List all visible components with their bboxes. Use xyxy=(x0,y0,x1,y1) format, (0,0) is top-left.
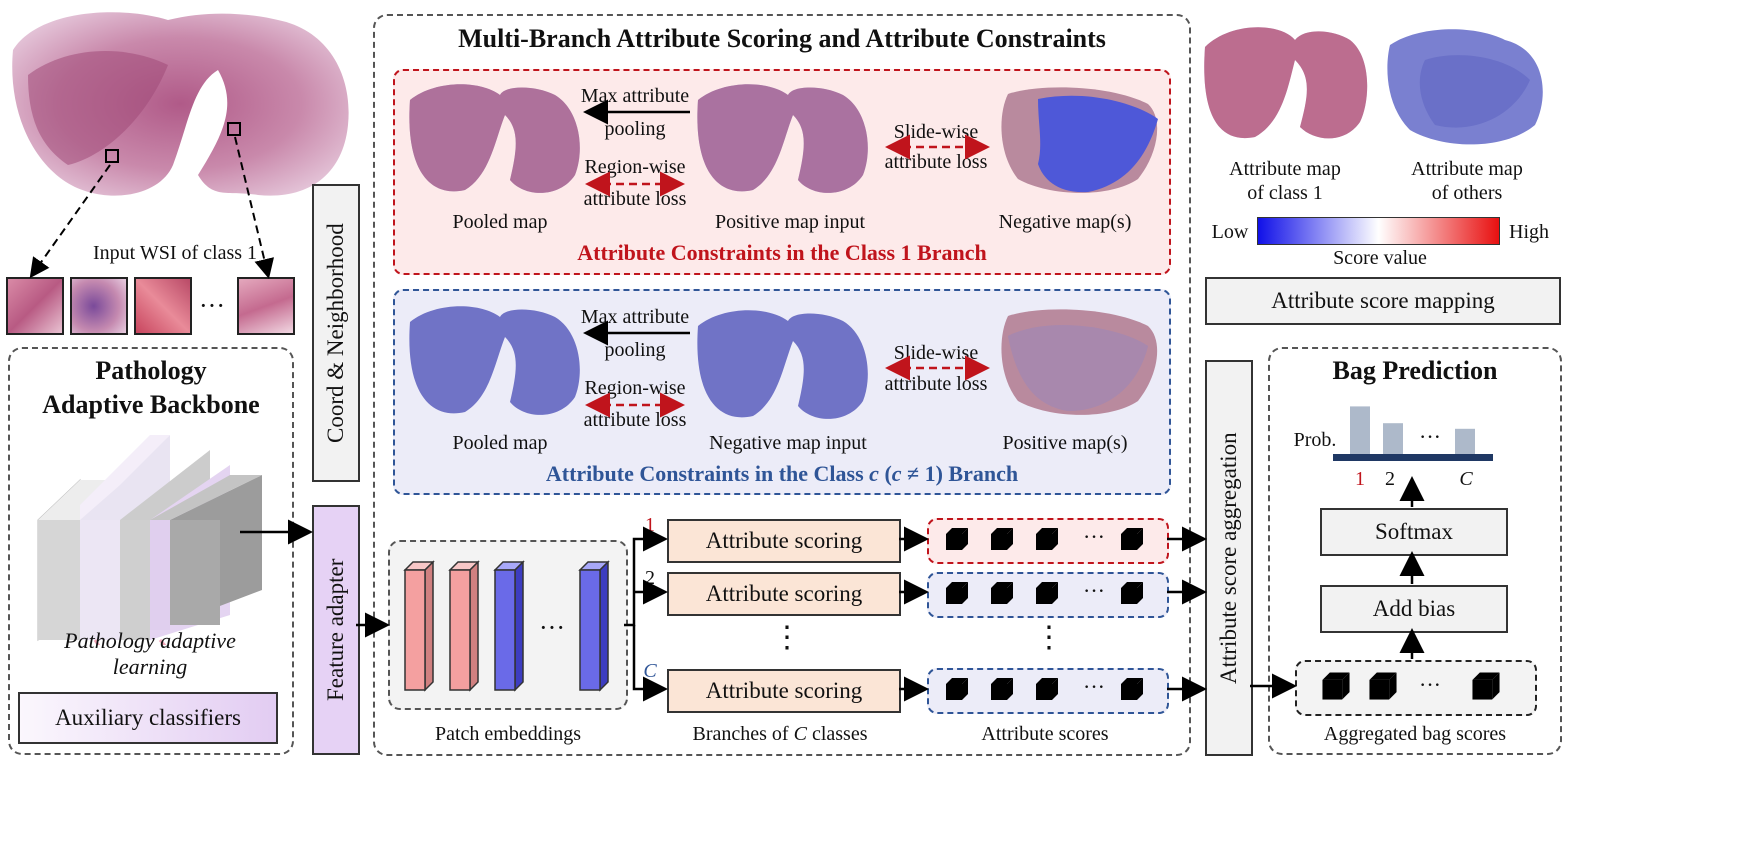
c1-pooled-label: Pooled map xyxy=(452,211,548,233)
attribute-scoring-box-c: Attribute scoring xyxy=(667,669,901,713)
branches-caption-b: classes xyxy=(806,723,868,745)
c1-max-pool-1: Max attribute xyxy=(580,85,690,107)
cc-input-label: Negative map input xyxy=(709,432,867,454)
attribute-scoring-box-2: Attribute scoring xyxy=(667,572,901,616)
softmax-box: Softmax xyxy=(1320,508,1508,556)
attribute-map-others-image xyxy=(1385,25,1550,150)
cc-slide-1: Slide-wise xyxy=(893,342,979,364)
wsi-image xyxy=(8,5,353,205)
patch-thumb xyxy=(70,277,128,335)
backbone-panel xyxy=(8,347,294,755)
attribute-scores-label: Attribute scores xyxy=(981,723,1109,745)
c1-input-label: Positive map input xyxy=(715,211,865,233)
backbone-blocks xyxy=(30,425,270,645)
negative-map-input-image xyxy=(693,306,873,426)
score-row-2 xyxy=(927,572,1169,618)
score-row-2-ellipsis: ··· xyxy=(1083,578,1105,603)
map2-label-1: Attribute map xyxy=(1411,158,1523,180)
attribute-score-mapping-box: Attribute score mapping xyxy=(1205,277,1561,325)
patch-embeddings-panel xyxy=(388,540,628,710)
positive-map-input-image xyxy=(693,80,873,200)
bag-prediction-title: Bag Prediction xyxy=(1332,356,1498,385)
map2-label-2: of others xyxy=(1431,182,1503,204)
pooled-map-red xyxy=(405,80,585,200)
cc-other-label: Positive map(s) xyxy=(1002,432,1128,454)
prob-tick-c: C xyxy=(1459,468,1473,490)
patch-thumb xyxy=(237,277,295,335)
cc-slide-2: attribute loss xyxy=(884,373,988,395)
add-bias-box: Add bias xyxy=(1320,585,1508,633)
colorbar-high: High xyxy=(1509,221,1549,243)
c1-max-pool-2: pooling xyxy=(604,118,666,140)
c1-region-1: Region-wise xyxy=(584,156,686,178)
score-row-1 xyxy=(927,518,1169,564)
backbone-title-line1: Pathology xyxy=(95,356,207,385)
classc-title-c2: c xyxy=(891,461,902,486)
colorbar xyxy=(1257,217,1500,245)
patch-thumb xyxy=(134,277,192,335)
map1-label-2: of class 1 xyxy=(1247,182,1323,204)
cc-region-2: attribute loss xyxy=(583,409,687,431)
main-panel xyxy=(373,14,1191,756)
branches-caption: Branches of C classes xyxy=(660,722,900,746)
cc-max-pool-1: Max attribute xyxy=(580,306,690,328)
patch-embeddings-label: Patch embeddings xyxy=(434,723,582,745)
wsi-caption: Input WSI of class 1 xyxy=(92,242,258,264)
adaptive-learning-label: Pathology adaptive learning xyxy=(64,628,236,680)
map1-label-1: Attribute map xyxy=(1229,158,1341,180)
attribute-scoring-box-1: Attribute scoring xyxy=(667,519,901,563)
score-row-c xyxy=(927,668,1169,714)
cc-pooled-label: Pooled map xyxy=(452,432,548,454)
classc-title-b: ( xyxy=(878,461,892,486)
prob-tick-2: 2 xyxy=(1385,468,1395,490)
branch-label-c: C xyxy=(643,660,657,682)
aggregated-bag-scores-label: Aggregated bag scores xyxy=(1323,723,1507,745)
patch-ellipsis: ··· xyxy=(199,291,225,320)
c1-slide-2: attribute loss xyxy=(884,151,988,173)
c1-slide-1: Slide-wise xyxy=(893,121,979,143)
pooled-map-blue xyxy=(405,302,585,422)
classc-title-a: Attribute Constraints in the Class xyxy=(545,461,870,486)
bag-prediction-panel xyxy=(1268,347,1562,755)
branch-label-2: 2 xyxy=(645,567,655,589)
prob-tick-1: 1 xyxy=(1355,468,1365,490)
aggregated-ellipsis: ··· xyxy=(1419,672,1441,697)
coord-neighborhood-box: Coord & Neighborhood xyxy=(312,184,360,482)
colorbar-low: Low xyxy=(1211,221,1249,243)
classc-title-d: ≠ 1) Branch xyxy=(901,461,1019,486)
prob-label: Prob. xyxy=(1293,429,1337,451)
c1-other-label: Negative map(s) xyxy=(998,211,1132,233)
colorbar-caption: Score value xyxy=(1333,247,1427,269)
c1-region-2: attribute loss xyxy=(583,188,687,210)
cc-region-1: Region-wise xyxy=(584,377,686,399)
branch-label-1: 1 xyxy=(645,514,655,536)
scores-vdots: ⋮ xyxy=(1034,621,1064,654)
branches-caption-c: C xyxy=(793,723,807,745)
positive-map-image xyxy=(998,306,1164,421)
classc-title-c: c xyxy=(869,461,879,486)
auxiliary-classifiers: Auxiliary classifiers xyxy=(18,692,278,744)
main-title: Multi-Branch Attribute Scoring and Attri… xyxy=(458,24,1106,53)
embeddings-ellipsis: ··· xyxy=(539,613,565,642)
scoring-vdots: ⋮ xyxy=(772,621,802,654)
attribute-score-aggregation-box: Attribute score aggregation xyxy=(1205,360,1253,756)
backbone-title-line2: Adaptive Backbone xyxy=(42,390,260,419)
attribute-map-class1-image xyxy=(1200,22,1370,147)
branches-caption-a: Branches of xyxy=(692,723,794,745)
negative-map-image xyxy=(998,84,1164,199)
classc-branch-title: Attribute Constraints in the Class c (c … xyxy=(393,461,1171,487)
cc-max-pool-2: pooling xyxy=(604,339,666,361)
score-row-c-ellipsis: ··· xyxy=(1083,674,1105,699)
feature-adapter-box: Feature adapter xyxy=(312,505,360,755)
prob-ellipsis: ··· xyxy=(1419,424,1441,449)
patch-thumb xyxy=(6,277,64,335)
score-row-1-ellipsis: ··· xyxy=(1083,524,1105,549)
class1-branch-title: Attribute Constraints in the Class 1 Bra… xyxy=(577,240,987,265)
